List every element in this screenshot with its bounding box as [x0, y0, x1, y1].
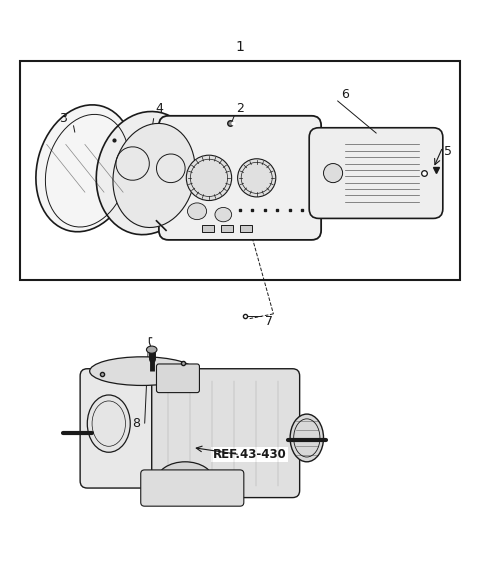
FancyBboxPatch shape [156, 364, 199, 393]
Ellipse shape [90, 357, 195, 386]
Ellipse shape [113, 124, 195, 227]
FancyBboxPatch shape [152, 369, 300, 498]
Text: 2: 2 [236, 102, 244, 115]
Bar [21, 61, 459, 281]
FancyBboxPatch shape [141, 470, 244, 506]
Ellipse shape [87, 395, 130, 452]
Text: 5: 5 [444, 145, 452, 158]
Text: 6: 6 [341, 88, 349, 101]
Bar [202, 224, 214, 232]
Bar [221, 224, 233, 232]
Text: 4: 4 [155, 102, 163, 115]
Ellipse shape [96, 111, 198, 235]
Bar [240, 224, 252, 232]
Text: 8: 8 [132, 417, 140, 430]
Text: 7: 7 [264, 314, 273, 328]
Text: 3: 3 [60, 112, 67, 125]
FancyBboxPatch shape [159, 116, 321, 240]
Ellipse shape [36, 105, 134, 232]
Ellipse shape [146, 346, 157, 353]
Ellipse shape [324, 164, 343, 183]
Text: REF.43-430: REF.43-430 [213, 448, 287, 461]
Ellipse shape [215, 208, 232, 222]
Ellipse shape [186, 155, 232, 201]
Ellipse shape [290, 414, 324, 462]
Ellipse shape [238, 159, 276, 197]
FancyBboxPatch shape [80, 369, 180, 488]
Text: 1: 1 [236, 40, 244, 54]
FancyBboxPatch shape [309, 128, 443, 219]
Ellipse shape [188, 203, 206, 220]
Ellipse shape [156, 462, 214, 500]
